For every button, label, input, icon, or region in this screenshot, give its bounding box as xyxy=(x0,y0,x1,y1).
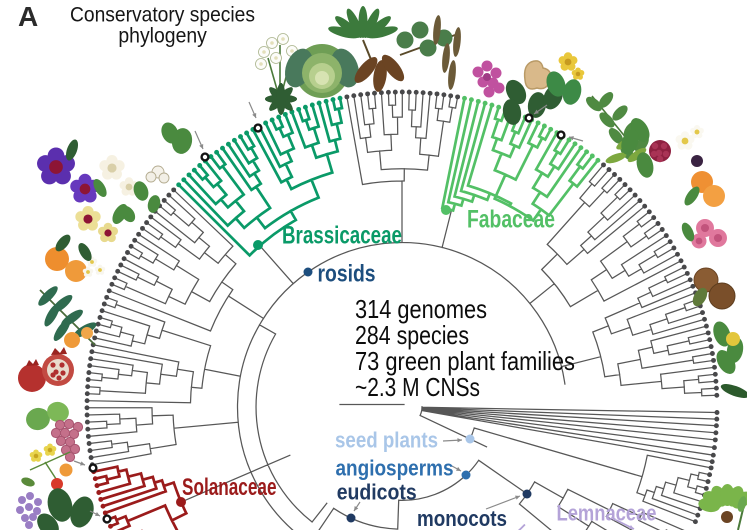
svg-text:A: A xyxy=(18,1,38,32)
svg-text:seed plants: seed plants xyxy=(335,428,438,453)
svg-text:angiosperms: angiosperms xyxy=(336,455,454,480)
svg-text:Fabaceae: Fabaceae xyxy=(467,206,555,234)
svg-text:314 genomes: 314 genomes xyxy=(355,294,487,324)
svg-text:monocots: monocots xyxy=(417,506,507,530)
svg-text:Brassicaceae: Brassicaceae xyxy=(282,222,402,250)
svg-text:284 species: 284 species xyxy=(355,320,469,350)
svg-text:~2.3 M CNSs: ~2.3 M CNSs xyxy=(355,372,480,402)
svg-text:Conservatory species: Conservatory species xyxy=(70,3,255,27)
svg-text:eudicots: eudicots xyxy=(337,480,417,505)
svg-text:Solanaceae: Solanaceae xyxy=(182,474,277,501)
svg-text:rosids: rosids xyxy=(318,261,376,288)
svg-text:73 green plant families: 73 green plant families xyxy=(355,346,575,376)
svg-text:Lemnaceae: Lemnaceae xyxy=(557,501,657,526)
svg-text:phylogeny: phylogeny xyxy=(118,24,207,48)
